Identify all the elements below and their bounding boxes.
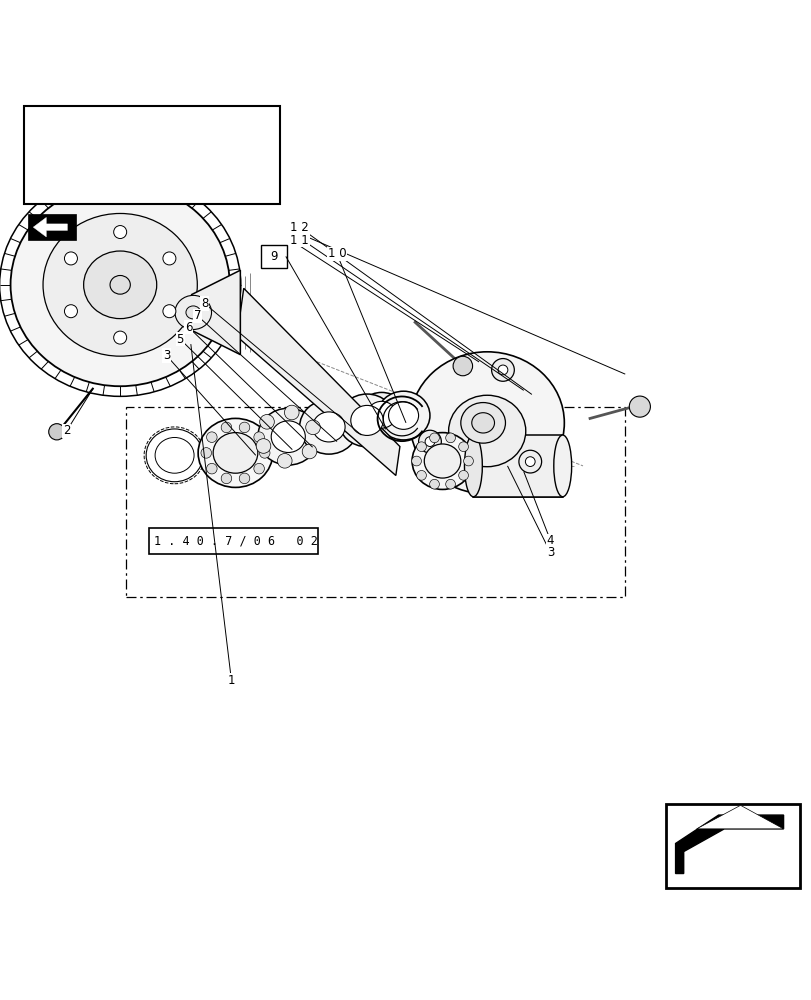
Circle shape: [114, 331, 127, 344]
Polygon shape: [237, 288, 400, 475]
Text: 2: 2: [62, 424, 71, 437]
Ellipse shape: [553, 435, 571, 497]
Circle shape: [239, 473, 250, 484]
Polygon shape: [33, 217, 67, 237]
Circle shape: [64, 252, 77, 265]
Ellipse shape: [299, 400, 358, 454]
Circle shape: [163, 252, 176, 265]
Ellipse shape: [376, 391, 430, 440]
Circle shape: [425, 437, 435, 446]
Circle shape: [221, 473, 231, 484]
Polygon shape: [675, 815, 783, 874]
Ellipse shape: [338, 394, 395, 447]
Text: 8: 8: [200, 297, 208, 310]
Circle shape: [429, 433, 439, 443]
Circle shape: [305, 420, 320, 435]
Circle shape: [206, 463, 217, 474]
Circle shape: [453, 356, 472, 376]
Text: 1 0: 1 0: [328, 247, 345, 260]
Ellipse shape: [212, 433, 258, 473]
Circle shape: [445, 479, 455, 489]
Bar: [126, 407, 624, 597]
Circle shape: [200, 448, 211, 458]
Circle shape: [254, 463, 264, 474]
Circle shape: [445, 433, 455, 443]
Text: 1 2: 1 2: [290, 221, 310, 234]
Circle shape: [206, 432, 217, 442]
Ellipse shape: [257, 408, 318, 465]
Circle shape: [49, 424, 65, 440]
Bar: [665, 804, 799, 888]
Ellipse shape: [464, 435, 482, 497]
Ellipse shape: [367, 401, 396, 428]
Ellipse shape: [11, 183, 230, 386]
Circle shape: [64, 305, 77, 318]
Circle shape: [429, 479, 439, 489]
Ellipse shape: [84, 251, 157, 319]
Ellipse shape: [423, 444, 461, 478]
Ellipse shape: [312, 412, 345, 442]
Circle shape: [163, 305, 176, 318]
Circle shape: [239, 422, 250, 433]
Circle shape: [114, 226, 127, 239]
Text: 3: 3: [546, 546, 554, 559]
Ellipse shape: [109, 275, 130, 294]
Bar: [28, 214, 75, 240]
Circle shape: [259, 448, 269, 458]
Text: 6: 6: [184, 321, 192, 334]
Text: 7: 7: [193, 309, 201, 322]
Ellipse shape: [43, 213, 197, 356]
Ellipse shape: [155, 437, 194, 473]
Ellipse shape: [388, 402, 418, 429]
Circle shape: [525, 457, 534, 466]
Circle shape: [302, 444, 316, 459]
Circle shape: [221, 422, 231, 433]
Bar: [24, 106, 280, 204]
Polygon shape: [191, 270, 240, 355]
Ellipse shape: [411, 433, 472, 489]
Circle shape: [260, 415, 274, 429]
Circle shape: [416, 470, 426, 480]
Circle shape: [497, 365, 507, 375]
Ellipse shape: [410, 352, 564, 494]
Ellipse shape: [471, 413, 494, 433]
Text: 1 1: 1 1: [290, 234, 309, 247]
Circle shape: [284, 405, 298, 420]
Text: 4: 4: [546, 534, 554, 547]
Circle shape: [518, 450, 541, 473]
Circle shape: [458, 442, 468, 452]
Ellipse shape: [175, 295, 211, 329]
Circle shape: [416, 442, 426, 452]
Circle shape: [418, 430, 441, 453]
Ellipse shape: [357, 392, 406, 437]
Ellipse shape: [198, 418, 272, 487]
Ellipse shape: [271, 421, 305, 452]
Circle shape: [458, 470, 468, 480]
FancyBboxPatch shape: [148, 528, 318, 554]
Circle shape: [491, 359, 513, 381]
FancyBboxPatch shape: [261, 245, 287, 268]
Text: 5: 5: [176, 333, 184, 346]
Text: 1 2: 1 2: [290, 221, 309, 234]
Text: 9: 9: [270, 250, 278, 263]
Text: 3: 3: [162, 349, 170, 362]
Polygon shape: [696, 805, 783, 829]
Circle shape: [254, 432, 264, 442]
Circle shape: [277, 454, 292, 468]
Ellipse shape: [186, 306, 200, 319]
Circle shape: [256, 439, 271, 453]
Circle shape: [411, 456, 421, 466]
Ellipse shape: [350, 405, 383, 435]
Text: 1 1: 1 1: [290, 232, 310, 245]
Ellipse shape: [448, 395, 525, 467]
Text: 1 . 4 0 . 7 / 0 6   0 2: 1 . 4 0 . 7 / 0 6 0 2: [154, 535, 318, 548]
Bar: [473, 435, 562, 497]
Text: 1: 1: [227, 674, 235, 687]
Circle shape: [629, 396, 650, 417]
Ellipse shape: [460, 403, 504, 443]
Circle shape: [463, 456, 473, 466]
Ellipse shape: [146, 429, 203, 482]
